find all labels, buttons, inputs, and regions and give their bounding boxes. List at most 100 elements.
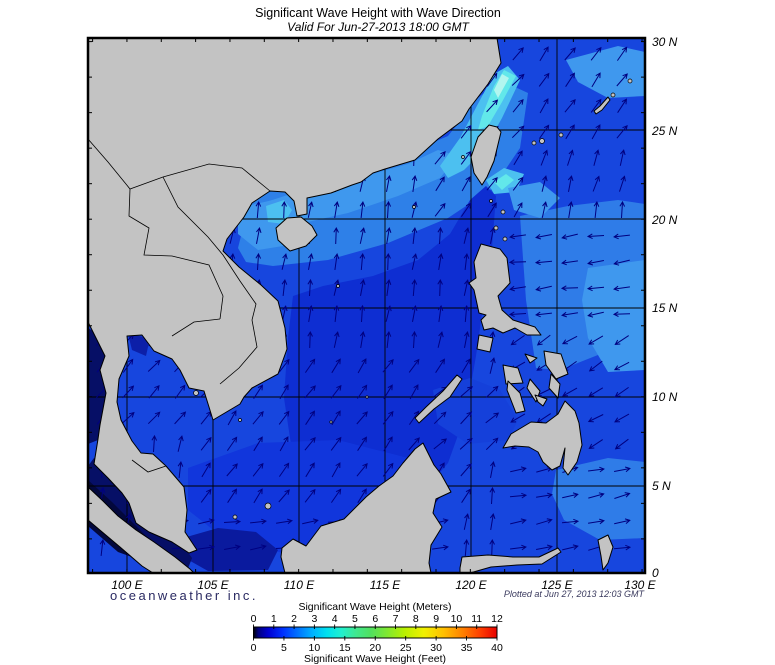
colorbar-title-meters: Significant Wave Height (Meters) [298, 601, 451, 613]
wave-arrow [561, 335, 578, 345]
land-mass [593, 96, 611, 115]
wave-arrow [382, 410, 394, 425]
wave-arrow [411, 227, 418, 244]
wave-arrow [489, 513, 496, 530]
wave-arrow [510, 544, 527, 551]
wave-arrow [383, 384, 393, 400]
wave-arrow [591, 72, 601, 88]
wave-arrow [356, 411, 368, 425]
landmasses [88, 38, 614, 573]
wave-arrow [512, 176, 524, 191]
latitude-axis-labels: 30 N 25 N 20 N 15 N 10 N 5 N 0 [651, 35, 678, 580]
islet [232, 514, 238, 520]
wave-arrow [487, 202, 497, 218]
country-border [219, 319, 258, 385]
colorbar-meter-value: 3 [311, 613, 317, 625]
wave-arrow [509, 285, 526, 292]
wave-arrow [616, 46, 628, 61]
wave-arrow [177, 435, 184, 452]
wave-height-contour [494, 174, 514, 190]
wave-arrow [613, 544, 632, 551]
wave-arrow [357, 358, 367, 374]
wave-arrow [461, 176, 471, 192]
wave-arrow [382, 358, 394, 373]
wave-arrow [511, 73, 525, 86]
colorbar-feet-value: 40 [491, 642, 503, 654]
wave-height-contour [552, 458, 645, 540]
wave-arrow [333, 305, 340, 322]
wave-arrow [614, 518, 631, 525]
wave-arrow [536, 544, 553, 551]
wave-arrow [463, 538, 470, 557]
wave-arrow [587, 311, 604, 318]
wave-arrow [617, 98, 627, 113]
wave-arrow [508, 259, 527, 265]
wave-height-contour [183, 528, 278, 571]
wave-arrow [330, 436, 342, 451]
wave-arrow [562, 544, 579, 551]
wave-arrow [359, 252, 366, 271]
wave-arrow [411, 278, 418, 297]
longitude-axis-labels: 100 E 105 E 110 E 115 E 120 E 125 E 130 E [111, 578, 656, 592]
wave-arrow [331, 358, 341, 374]
wave-arrow [122, 385, 135, 399]
wave-arrow [535, 285, 552, 292]
wave-arrow [586, 233, 605, 240]
wave-height-contour [263, 150, 458, 223]
wave-arrow [588, 439, 603, 449]
wave-arrow [565, 124, 575, 140]
wave-height-contour [266, 200, 292, 224]
wave-arrow [281, 279, 288, 296]
land-mass [502, 364, 524, 385]
wave-arrow [460, 124, 472, 139]
wave-arrow [304, 436, 316, 451]
wave-arrow [304, 488, 316, 503]
wave-arrow [408, 437, 420, 451]
colorbar-meter-value: 2 [291, 613, 297, 625]
wave-arrow [536, 334, 551, 346]
land-mass [280, 442, 452, 573]
wave-arrow [304, 358, 316, 373]
wave-arrow [510, 334, 525, 346]
lon-label: 115 E [370, 578, 401, 592]
wave-arrow [278, 489, 290, 503]
wave-arrow [616, 124, 628, 139]
wave-arrow [198, 518, 215, 525]
wave-arrow [278, 410, 290, 425]
wave-arrow [614, 492, 631, 499]
islet [558, 132, 564, 138]
islet [412, 205, 416, 209]
map-edge-ticks [88, 38, 645, 573]
wave-arrow [463, 279, 470, 296]
wave-arrow [385, 227, 392, 244]
wave-arrow [614, 438, 629, 450]
islet [627, 78, 633, 84]
wave-arrow [250, 518, 267, 525]
islet [502, 236, 508, 242]
lat-label: 25 N [651, 124, 678, 138]
colorbar-meter-value: 9 [433, 613, 439, 625]
land-mass [275, 216, 318, 252]
colorbar-meter-value: 5 [352, 613, 358, 625]
wave-arrow [253, 436, 263, 452]
wave-height-contour [128, 334, 150, 356]
wave-arrow [151, 434, 158, 453]
land-mass [534, 394, 548, 407]
land-mass [468, 243, 542, 336]
wave-arrow [587, 414, 604, 423]
islet [264, 502, 272, 510]
wave-arrow [614, 466, 631, 473]
wave-arrow [539, 98, 549, 114]
wave-arrow [279, 384, 289, 400]
wave-arrow [564, 47, 576, 61]
wave-arrow [510, 518, 527, 525]
wave-arrow [540, 149, 548, 166]
wave-arrow [276, 518, 293, 525]
islet [531, 140, 537, 146]
colorbar-feet-value: 15 [339, 642, 351, 654]
country-border [162, 176, 257, 321]
wave-arrow [592, 175, 600, 192]
wave-arrow [588, 518, 605, 525]
wave-arrow [302, 518, 319, 525]
